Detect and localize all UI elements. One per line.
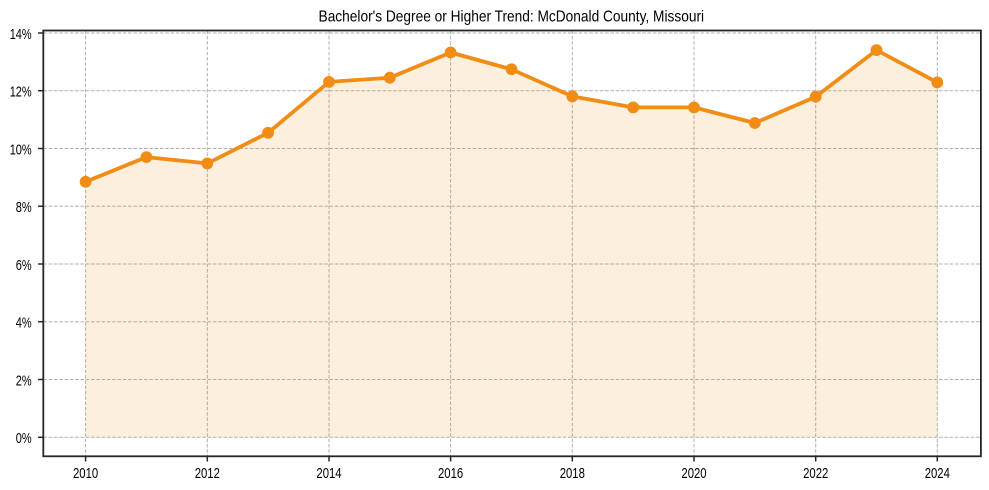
svg-text:8%: 8% <box>16 199 32 216</box>
svg-text:12%: 12% <box>10 84 32 101</box>
svg-text:2010: 2010 <box>73 465 98 482</box>
svg-text:2018: 2018 <box>560 465 585 482</box>
svg-text:2022: 2022 <box>803 465 828 482</box>
svg-text:2014: 2014 <box>316 465 341 482</box>
svg-text:2012: 2012 <box>195 465 220 482</box>
svg-text:0%: 0% <box>16 430 32 447</box>
svg-text:2020: 2020 <box>681 465 706 482</box>
svg-text:14%: 14% <box>10 26 32 43</box>
svg-text:2024: 2024 <box>925 465 950 482</box>
svg-text:Bachelor's Degree or Higher Tr: Bachelor's Degree or Higher Trend: McDon… <box>319 9 705 26</box>
svg-text:2016: 2016 <box>438 465 463 482</box>
svg-text:4%: 4% <box>16 315 32 332</box>
svg-text:6%: 6% <box>16 257 32 274</box>
svg-text:2%: 2% <box>16 372 32 389</box>
svg-text:10%: 10% <box>10 141 32 158</box>
